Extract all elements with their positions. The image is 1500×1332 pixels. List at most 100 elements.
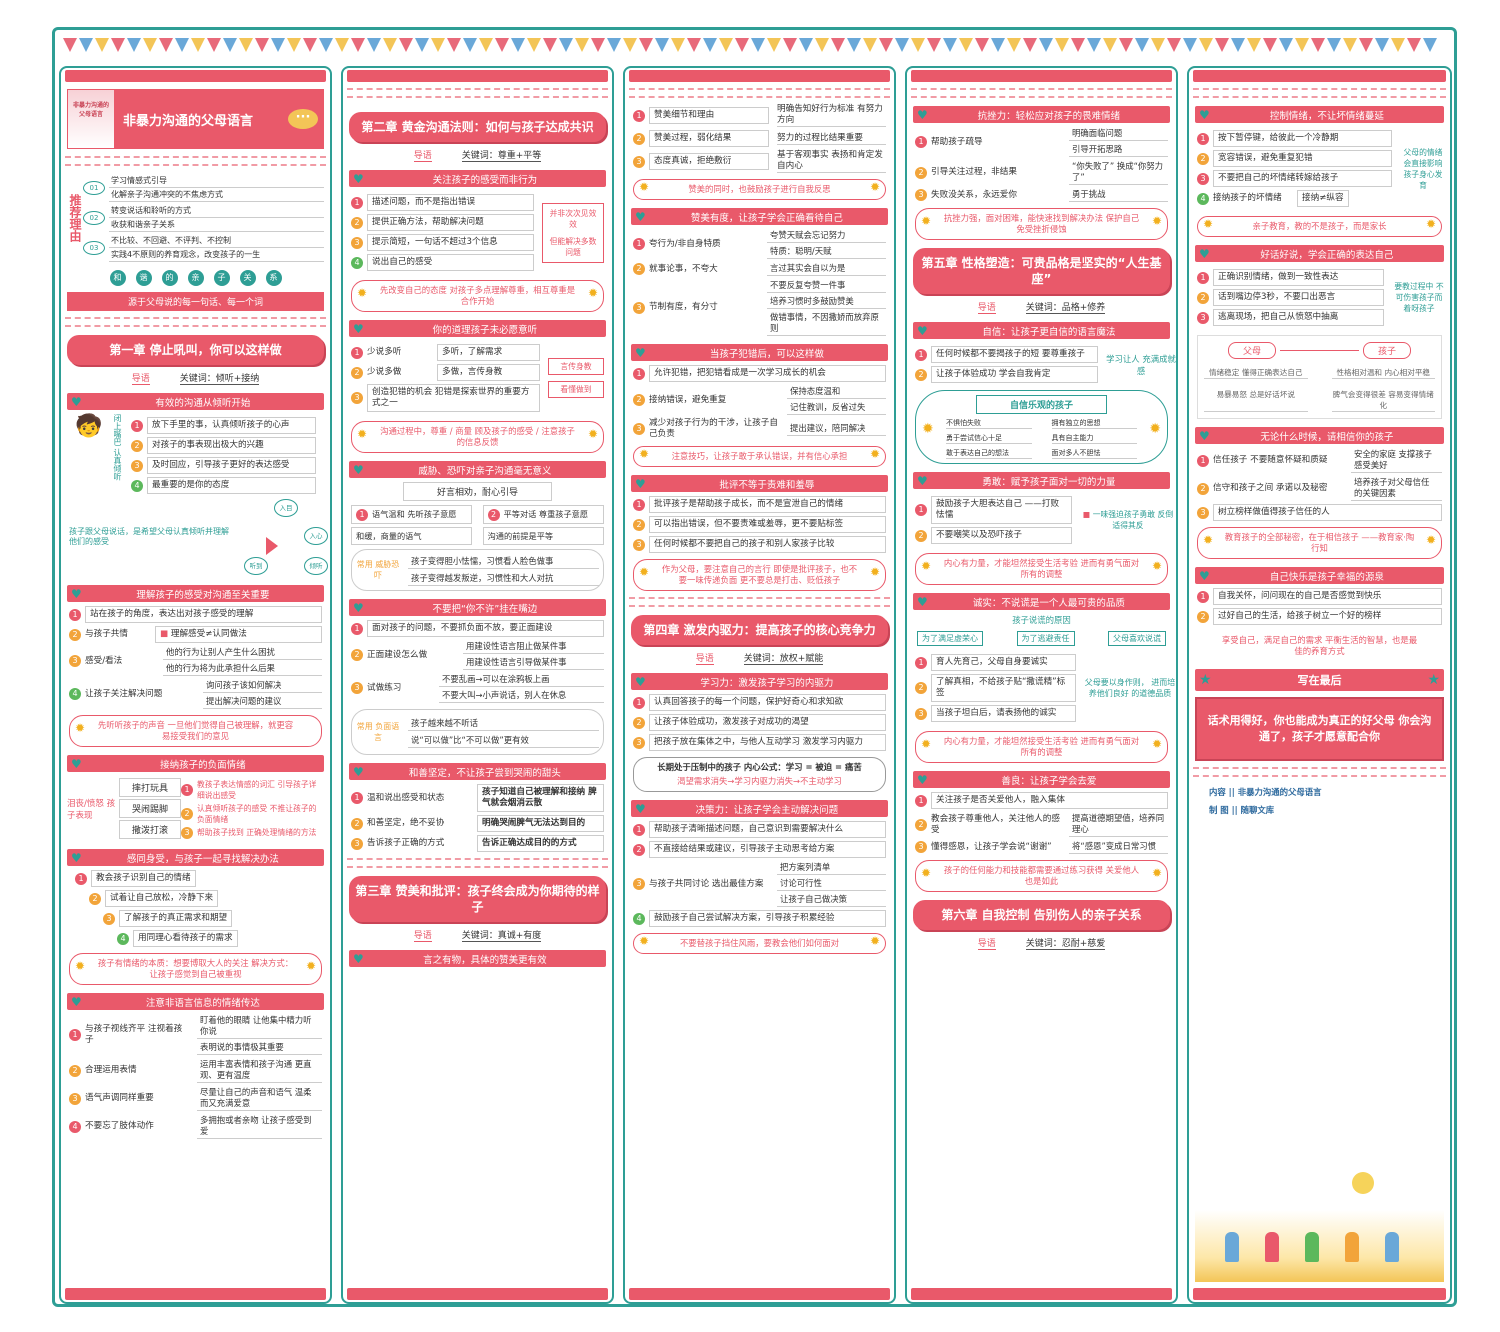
sub-item: 言过其实会自以为是 [767,262,886,276]
note-text: 享受自己，满足自己的需求 平衡生活的智慧，也是最佳的养育方式 [1221,635,1418,656]
item-text: 按下暂停键，给彼此一个冷静期 [1213,130,1392,147]
behavior-item: 撒泼打滚 [119,820,181,839]
bunting-flag [527,38,541,52]
honesty-right: 父母要以身作则， 进而培养他们良好 的道德品质 [1084,678,1176,698]
step-item: 3 了解孩子的真正需求和期望 [103,910,316,927]
compare-item: 易暴易怒 总是好话坏说 [1204,389,1308,412]
list-item: 3 不要把自己的坏情绪转嫁给孩子 [1197,170,1392,187]
cycle-node: 倾听 [304,557,328,575]
item-text: 了解真相，不给孩子贴“撒谎精”标签 [931,674,1076,702]
sub-item: 做错事情，不因撒娇而放弃原则 [767,311,886,336]
rec-label: 推荐理由 [68,194,82,242]
list-item: 1 夸行为/非自身特质 夸赞天赋会忘记努力 特质：聪明/天赋 [633,229,886,259]
list-item: 2 和善坚定，绝不妥协 明确哭闹脾气无法达到目的 [351,815,604,832]
section-control: ♥ 控制情绪，不让坏情绪蔓延 [1195,106,1444,123]
list-item: 4 鼓励孩子自己尝试解决方案，引导孩子积累经验 [633,910,886,927]
item-text: 鼓励孩子自己尝试解决方案，引导孩子积累经验 [649,910,886,927]
listening-block: 🧒 闭上嘴巴 认真倾听 1 放下手里的事，认真倾听孩子的心声 2 对孩子的事表现出极大… [67,414,324,497]
confident-grid: 不惧怕失败 拥有独立的思想 勇于尝试信心十足 具有自主能力 敢于表达自己的想法 面对多人不… [946,418,1137,459]
bunting-flag [143,38,157,52]
sub-item: 基于客观事实 表扬和肯定发自内心 [777,150,886,173]
list-item: 1 关注孩子是否关爱他人，融入集体 [915,792,1168,809]
rec-groups: 01 学习情感式引导 化解亲子沟通冲突的不焦虑方式 02 转变说话和聆听的方式 收获和谐亲… [83,172,324,264]
harmony-pills: 和谐的亲子关系 [61,270,330,286]
harmony-pill: 子 [213,270,230,286]
bunting-flag [1055,38,1069,52]
banner: 源于父母说的每一句话、每一个词 [67,292,324,311]
list-item: 3 提示简短，一句话不超过3个信息 [351,234,534,251]
sub-item: 用建设性语言阻止做某件事 [463,640,604,654]
item-text: 关注孩子是否关爱他人，融入集体 [931,792,1168,809]
bunting-flag [559,38,573,52]
item-text: 信守和孩子之间 承诺以及秘密 [1213,483,1328,493]
bunting-flag [911,38,925,52]
bunting-flag [847,38,861,52]
confidence-list: 1 任何时候都不要揭孩子的短 要尊重孩子 2 让孩子体验成功 学会自我肯定 [907,343,1106,386]
list-item: 4 最重要的是你的态度 [131,477,316,494]
list-item: 4 让孩子关注解决问题 询问孩子该如何解决 提出解决问题的建议 [69,679,322,709]
section-title: 关注孩子的感受而非行为 [432,174,538,186]
column-cap-bottom [347,1288,608,1300]
sub-item: “你失败了” 换成“你努力了” [1069,160,1168,185]
right-text: 言传身教 [548,358,604,375]
item-text: 夸行为/非自身特质 [649,238,721,249]
step-item: 1 教会孩子识别自己的情绪 [75,870,316,887]
item-text: 正确识别情绪，做到一致性表达 [1213,269,1384,286]
lightbulb-icon: ✹ [921,737,932,751]
item-text: 提供正确方法，帮助解决问题 [367,214,534,231]
response-item: 2 认真倾听孩子的感受 不推让孩子的负面情绪 [181,803,324,825]
item-text: 与孩子视线齐平 注视着孩子 [85,1023,183,1045]
option-sub: 沟通的前提是平等 [482,527,604,545]
list-item: 1 放下手里的事，认真倾听孩子的心声 [131,417,316,434]
section-decision: ♥ 决策力：让孩子学会主动解决问题 [631,800,888,817]
section-last: ★ 写在最后 ★ [1195,669,1444,691]
note: ✹ 赞美的同时，也鼓励孩子进行自我反思 ✹ [633,179,886,200]
chapter-2-title: 第二章 黄金沟通法则：如何与孩子达成共识 [349,112,606,142]
bunting-flag [671,38,685,52]
bunting-flag [127,38,141,52]
behavior-item: 哭闹踢脚 [119,799,181,818]
recommendation: 推荐理由 01 学习情感式引导 化解亲子沟通冲突的不焦虑方式 02 转变说话和聆听的方式… [67,172,324,264]
step-text: 试着让自己放松，冷静下来 [105,890,219,907]
heart-icon: ♥ [635,209,646,224]
section-firm: ♥ 和善坚定，不让孩子尝到哭闹的甜头 [349,763,606,780]
lightbulb-icon: ✹ [921,866,932,880]
lightbulb-icon: ✹ [1203,533,1214,547]
list-item: 2 赞美过程，弱化结果 努力的过程比结果重要 [633,130,886,147]
bunting-flag [1407,38,1421,52]
item-text: 把孩子放在集体之中，与他人互动学习 激发学习内驱力 [649,734,886,751]
item-text: 任何时候都不要把自己的孩子和别人家孩子比较 [649,536,886,553]
item-text: 站在孩子的角度，表达出对孩子感受的理解 [85,606,322,623]
bunting-flag [351,38,365,52]
list-item: 4 不要忘了肢体动作 多拥抱或者亲吻 让孩子感受到爱 [69,1114,322,1139]
lightbulb-icon: ✹ [357,286,368,300]
list-item: 2 接纳错误，避免重复 保持态度温和 记住教训，反省过失 [633,385,886,415]
number-badge: 4 [69,1120,81,1133]
number-badge: 3 [69,1092,81,1105]
harmony-pill: 亲 [187,270,204,286]
heart-icon: ♥ [71,994,82,1009]
column-5: ♥ 控制情绪，不让坏情绪蔓延 1 按下暂停键，给彼此一个冷静期 2 宽容错误，避免重复… [1187,66,1452,1304]
list-item: 3 告诉孩子正确的方式 告诉正确达成目的的方式 [351,835,604,852]
item-text: 赞美过程，弱化结果 [649,130,769,147]
heart-icon: ♥ [353,600,364,615]
bunting-flag [1231,38,1245,52]
sub-item: 明确告知好行为标准 有努力方向 [777,104,886,127]
accept-mid: 摔打玩具 哭闹踢脚 撒泼打滚 [119,776,181,841]
parent-child-compare: 父母 孩子 情绪稳定 懂得正确表达自己 性格相对温和 内心相对平稳 易暴易怒 总是好… [1197,335,1442,419]
note: ✹ 抗挫力强，面对困难，能快速找到解决办法 保护自己免受挫折侵蚀 ✹ [915,208,1168,240]
bunting-flag [1327,38,1341,52]
rec-group: 03 不比较、不回避、不评判、不控制 实践4不原则的养育观念，改变孩子的一生 [83,234,324,262]
reason-list: 1 少说多听 多听，了解需求 2 少说多做 多做，言传身教 3 创造犯错的机会 犯错是探索… [343,341,548,415]
sub-item: 引导开拓思路 [1069,143,1168,157]
sub-item: 夸赞天赋会忘记努力 [767,229,886,243]
step-text: 了解孩子的真正需求和期望 [119,910,233,927]
heart-icon: ♥ [917,107,928,122]
bunting-flag [607,38,621,52]
bunting-flag [703,38,717,52]
harmony-pill: 关 [239,270,256,286]
list-item: 3 树立榜样做值得孩子信任的人 [1197,504,1442,521]
rec-item: 转变说话和聆听的方式 [109,204,324,218]
section-speak: ♥ 好话好说，学会正确的表达自己 [1195,245,1444,262]
harmony-pill: 谐 [135,270,152,286]
